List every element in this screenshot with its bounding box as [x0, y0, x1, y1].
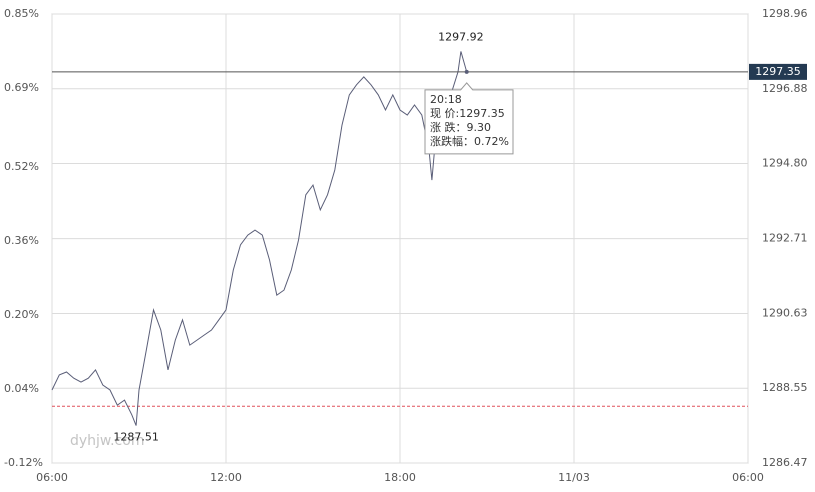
x-tick-label: 06:00	[732, 471, 764, 484]
y2-tick-label: 0.36%	[4, 234, 39, 247]
tooltip-box	[424, 82, 514, 155]
y2-tick-label: 0.85%	[4, 7, 39, 20]
x-tick-label: 12:00	[210, 471, 242, 484]
x-tick-label: 11/03	[558, 471, 590, 484]
y2-tick-label: 0.52%	[4, 160, 39, 173]
x-tick-label: 06:00	[36, 471, 68, 484]
tooltip-line: 20:18	[430, 93, 462, 106]
y-tick-label: 1290.63	[762, 306, 808, 319]
high-label: 1297.92	[438, 30, 484, 43]
current-label: 1297.35	[755, 65, 801, 78]
y2-tick-label: -0.12%	[4, 456, 43, 469]
y2-tick-label: 0.69%	[4, 81, 39, 94]
y2-tick-label: 0.20%	[4, 308, 39, 321]
price-line	[51, 51, 468, 426]
x-tick-label: 18:00	[384, 471, 416, 484]
y-tick-label: 1288.55	[762, 381, 808, 394]
watermark: dyhjw.com	[70, 433, 144, 449]
y2-tick-label: 0.04%	[4, 382, 39, 395]
y-tick-label: 1296.88	[762, 82, 808, 95]
y-tick-label: 1294.80	[762, 157, 808, 170]
current-box	[749, 63, 807, 80]
y-tick-label: 1292.71	[762, 232, 808, 245]
tooltip-point	[464, 69, 469, 74]
tooltip-line: 现 价:1297.35	[430, 107, 505, 120]
y-tick-label: 1298.96	[762, 7, 808, 20]
low-label: 1287.51	[113, 431, 159, 444]
tooltip-line: 涨跌幅：0.72%	[430, 134, 509, 148]
y-tick-label: 1286.47	[762, 456, 808, 469]
tooltip-line: 涨 跌：9.30	[430, 120, 491, 134]
